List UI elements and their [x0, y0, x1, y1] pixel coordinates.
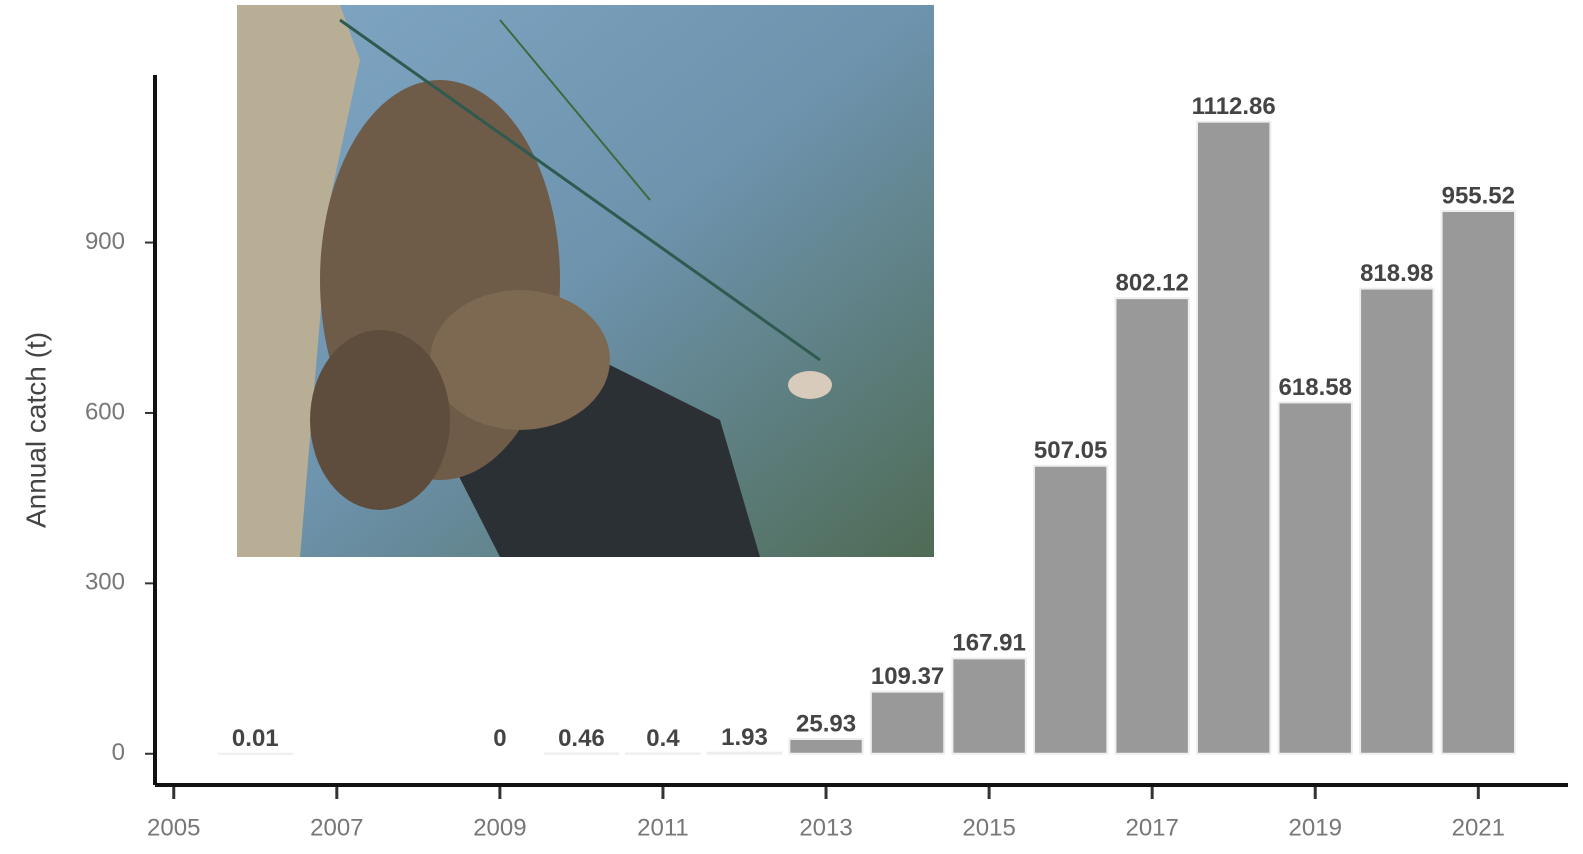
bar — [1360, 289, 1433, 754]
value-label: 109.37 — [871, 663, 944, 690]
value-label: 0.01 — [232, 725, 279, 752]
value-label: 507.05 — [1034, 437, 1107, 464]
value-label: 0 — [493, 725, 506, 752]
value-label: 802.12 — [1115, 269, 1188, 296]
x-tick-label: 2013 — [799, 814, 852, 841]
value-label: 1112.86 — [1192, 93, 1276, 120]
bar — [952, 658, 1025, 753]
y-tick-label: 600 — [85, 398, 125, 425]
value-label: 167.91 — [952, 630, 1025, 657]
page: body { margin: 0; background: #fff; font… — [0, 0, 1583, 854]
bar — [1115, 298, 1188, 754]
y-tick-label: 0 — [112, 739, 125, 766]
x-tick-label: 2019 — [1289, 814, 1342, 841]
bar — [1197, 122, 1270, 754]
value-label: 0.4 — [646, 725, 680, 752]
bar — [871, 692, 944, 754]
x-tick-label: 2007 — [310, 814, 363, 841]
y-tick-label: 900 — [85, 228, 125, 255]
bar — [789, 739, 862, 754]
x-tick-label: 2021 — [1452, 814, 1505, 841]
bar — [708, 753, 781, 754]
chart: 0 300 600 900 2005 2007 2009 2011 2013 2015 2017 20… — [0, 0, 1583, 854]
value-label: 1.93 — [721, 724, 768, 751]
bar — [1279, 402, 1352, 753]
x-tick-label: 2011 — [637, 814, 689, 841]
value-label: 818.98 — [1360, 260, 1433, 287]
x-tick-label: 2015 — [962, 814, 1015, 841]
value-label: 0.46 — [558, 725, 605, 752]
x-tick-label: 2005 — [147, 814, 200, 841]
photo — [237, 5, 934, 557]
y-axis-label: Annual catch (t) — [20, 332, 51, 528]
x-tick-label: 2009 — [473, 814, 526, 841]
x-tick-label: 2017 — [1125, 814, 1178, 841]
bar — [1034, 466, 1107, 754]
body: {"chart_data": {"type": "bar", "y_label"… — [0, 0, 1583, 854]
value-label: 25.93 — [796, 710, 856, 737]
bar — [1442, 211, 1515, 754]
value-label: 955.52 — [1442, 182, 1515, 209]
y-tick-label: 300 — [85, 569, 125, 596]
value-label: 618.58 — [1279, 374, 1352, 401]
